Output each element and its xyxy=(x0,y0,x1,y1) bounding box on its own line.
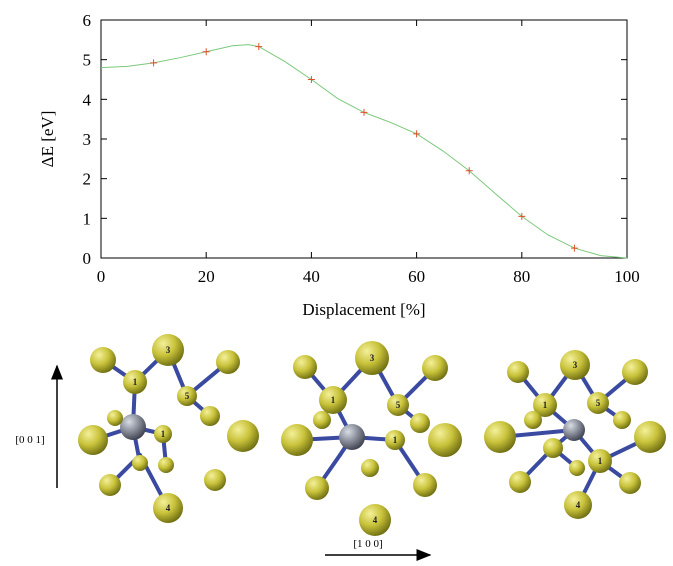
atom-label: 1 xyxy=(133,377,138,387)
atom xyxy=(569,460,585,476)
atom xyxy=(613,411,631,429)
atom xyxy=(158,457,174,473)
atom xyxy=(281,424,313,456)
data-point xyxy=(413,130,421,138)
y-tick-label: 5 xyxy=(83,51,92,70)
atom xyxy=(588,449,612,473)
x-tick-label: 20 xyxy=(198,267,215,286)
atom-label: 1 xyxy=(543,400,548,410)
atom xyxy=(543,438,563,458)
y-tick-label: 6 xyxy=(83,11,92,30)
atom xyxy=(509,471,531,493)
data-point xyxy=(255,43,263,51)
atom xyxy=(313,411,331,429)
atom-label: 1 xyxy=(161,429,166,439)
data-point xyxy=(518,212,526,220)
atom xyxy=(385,430,405,450)
y-tick-label: 2 xyxy=(83,170,92,189)
atom xyxy=(132,455,148,471)
data-point xyxy=(570,244,578,252)
x-axis-label: Displacement [%] xyxy=(302,300,425,319)
data-point xyxy=(202,48,210,56)
atom-label: 3 xyxy=(370,353,375,363)
x-tick-label: 60 xyxy=(408,267,425,286)
x-tick-label: 0 xyxy=(97,267,106,286)
atom xyxy=(355,341,389,375)
molecule: 3 1 5 1 4 xyxy=(484,350,666,519)
atom xyxy=(507,361,529,383)
atom-label: 4 xyxy=(373,515,378,525)
atom-label: 4 xyxy=(166,503,171,513)
atom-label: 4 xyxy=(576,500,581,510)
atom xyxy=(622,359,648,385)
atom xyxy=(99,474,121,496)
atom-center xyxy=(339,424,365,450)
atom xyxy=(387,394,409,416)
atom xyxy=(78,425,108,455)
atom xyxy=(413,473,437,497)
y-tick-label: 4 xyxy=(83,90,92,109)
atom xyxy=(154,425,172,443)
x-tick-label: 40 xyxy=(303,267,320,286)
atom-label: 5 xyxy=(596,398,601,408)
atom xyxy=(319,386,347,414)
atom xyxy=(428,423,462,457)
data-point xyxy=(360,108,368,116)
atom xyxy=(227,420,259,452)
atom xyxy=(153,493,183,523)
atom-label: 3 xyxy=(166,345,171,355)
atom xyxy=(90,347,116,373)
atom xyxy=(524,411,542,429)
molecule: 3 1 5 1 4 xyxy=(281,341,462,536)
atom-center xyxy=(120,414,146,440)
atom xyxy=(305,476,329,500)
y-tick-label: 0 xyxy=(83,249,92,268)
atom xyxy=(533,393,557,417)
atom-label: 1 xyxy=(393,435,398,445)
atom xyxy=(177,386,197,406)
y-tick-label: 1 xyxy=(83,209,92,228)
molecule: 3 1 5 1 4 xyxy=(78,334,259,523)
atom-label: 5 xyxy=(396,400,401,410)
data-point xyxy=(307,76,315,83)
x-tick-label: 100 xyxy=(614,267,640,286)
y-tick-label: 3 xyxy=(83,130,92,149)
direction-label: [0 0 1] xyxy=(15,434,44,446)
atom xyxy=(204,469,226,491)
atom xyxy=(634,421,666,453)
atom xyxy=(587,392,609,414)
atom xyxy=(293,355,317,379)
atom xyxy=(107,410,123,426)
atom xyxy=(484,421,516,453)
y-axis-label: ΔE [eV] xyxy=(38,111,57,168)
atom xyxy=(152,334,184,366)
plot-frame xyxy=(100,19,628,259)
atom xyxy=(216,350,240,374)
atom xyxy=(619,472,641,494)
data-point xyxy=(150,59,158,67)
atom-center xyxy=(563,419,585,441)
atom xyxy=(123,370,147,394)
atom xyxy=(361,459,379,477)
x-tick-label: 80 xyxy=(513,267,530,286)
atom-label: 1 xyxy=(331,395,336,405)
atom xyxy=(359,504,391,536)
direction-label: [1 0 0] xyxy=(353,538,382,550)
atom xyxy=(564,491,592,519)
atom-label: 1 xyxy=(598,456,603,466)
atom-label: 3 xyxy=(573,360,578,370)
atom xyxy=(560,350,590,380)
data-point xyxy=(465,167,473,175)
atom xyxy=(422,355,448,381)
atom xyxy=(410,413,430,433)
fit-curve xyxy=(100,44,628,259)
atom-label: 5 xyxy=(185,391,190,401)
atom xyxy=(200,406,220,426)
